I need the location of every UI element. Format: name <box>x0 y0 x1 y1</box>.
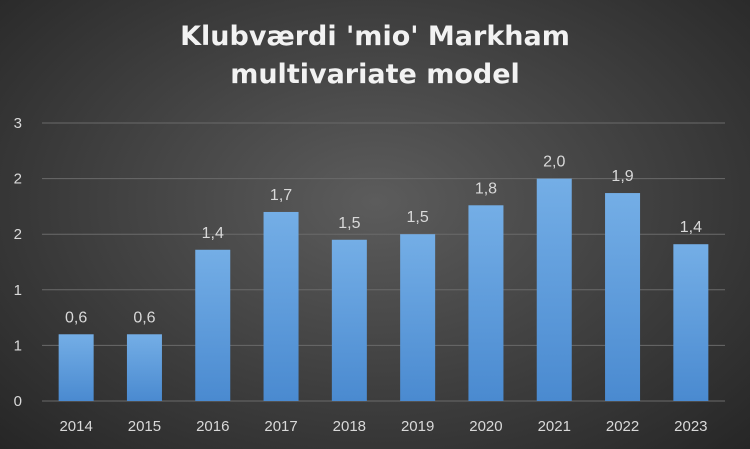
x-tick-label-2018: 2018 <box>333 418 366 435</box>
chart-title-line-1: Klubværdi 'mio' Markham <box>180 21 570 52</box>
x-tick-label-2014: 2014 <box>59 418 92 435</box>
bar-2023 <box>673 244 709 401</box>
y-tick-label: 1 <box>14 337 22 354</box>
data-label-2020: 1,8 <box>475 180 497 197</box>
y-tick-label: 1 <box>14 282 22 299</box>
bar-2015 <box>126 334 162 401</box>
data-label-2017: 1,7 <box>270 187 292 204</box>
data-label-2023: 1,4 <box>680 219 702 236</box>
bar-2018 <box>331 239 367 401</box>
y-tick-label: 2 <box>14 171 22 188</box>
x-tick-label-2023: 2023 <box>674 418 707 435</box>
x-tick-label-2017: 2017 <box>264 418 297 435</box>
chart-title-line-2: multivariate model <box>230 59 520 90</box>
y-tick-label: 2 <box>14 226 22 243</box>
x-tick-label-2022: 2022 <box>606 418 639 435</box>
data-label-2022: 1,9 <box>611 168 633 185</box>
bar-2021 <box>536 178 572 401</box>
bar-2020 <box>468 205 504 401</box>
data-label-2015: 0,6 <box>133 309 155 326</box>
bar-2016 <box>195 249 231 401</box>
y-tick-label: 0 <box>14 393 22 410</box>
x-tick-label-2020: 2020 <box>469 418 502 435</box>
x-tick-label-2016: 2016 <box>196 418 229 435</box>
data-label-2021: 2,0 <box>543 154 565 171</box>
bar-2022 <box>605 193 641 401</box>
x-tick-label-2015: 2015 <box>128 418 161 435</box>
chart-title: Klubværdi 'mio' Markham multivariate mod… <box>0 18 750 94</box>
bar-2019 <box>400 234 436 401</box>
data-label-2016: 1,4 <box>202 225 224 242</box>
x-tick-label-2021: 2021 <box>538 418 571 435</box>
y-tick-label: 3 <box>14 115 22 132</box>
data-label-2018: 1,5 <box>338 215 360 232</box>
x-tick-label-2019: 2019 <box>401 418 434 435</box>
data-label-2014: 0,6 <box>65 309 87 326</box>
bar-2014 <box>58 334 94 401</box>
data-label-2019: 1,5 <box>407 209 429 226</box>
bar-2017 <box>263 211 299 401</box>
